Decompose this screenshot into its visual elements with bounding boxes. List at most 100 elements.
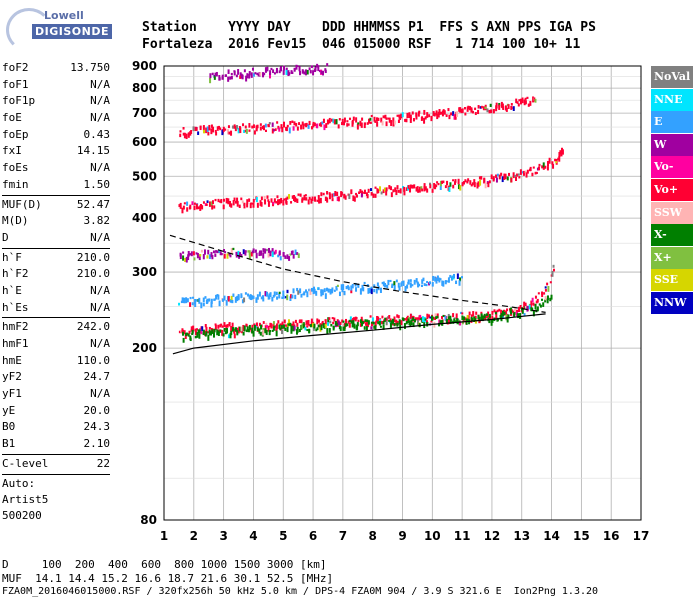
- echo-point: [331, 289, 334, 294]
- echo-point: [213, 298, 216, 301]
- echo-point: [316, 63, 319, 68]
- echo-point: [413, 319, 416, 323]
- echo-point: [360, 322, 363, 327]
- echo-point: [447, 277, 450, 283]
- echo-point: [267, 123, 270, 128]
- echo-point: [260, 324, 263, 328]
- echo-point: [481, 315, 484, 322]
- echo-point: [228, 322, 231, 325]
- echo-point: [441, 110, 444, 117]
- echo-point: [318, 123, 321, 127]
- echo-point: [549, 297, 552, 302]
- echo-point: [525, 172, 528, 178]
- echo-point: [385, 121, 388, 127]
- echo-point: [529, 166, 532, 172]
- echo-point: [353, 317, 356, 321]
- echo-point: [544, 286, 547, 289]
- echo-point: [332, 325, 335, 331]
- echo-point: [279, 327, 282, 331]
- echo-point: [312, 288, 315, 295]
- echo-point: [392, 319, 395, 323]
- echo-point: [498, 103, 501, 107]
- echo-point: [363, 191, 366, 194]
- echo-point: [309, 324, 312, 328]
- echo-point: [340, 284, 343, 290]
- echo-point: [541, 165, 544, 169]
- echo-point: [352, 116, 355, 121]
- echo-point: [466, 106, 469, 112]
- echo-point: [210, 201, 213, 207]
- echo-point: [189, 253, 192, 256]
- echo-point: [296, 287, 299, 292]
- echo-point: [517, 173, 520, 176]
- echo-point: [411, 315, 414, 322]
- echo-point: [552, 264, 555, 268]
- echo-point: [255, 196, 258, 203]
- echo-point: [260, 324, 263, 330]
- echo-point: [538, 163, 541, 167]
- echo-point: [393, 120, 396, 125]
- echo-point: [207, 334, 210, 341]
- echo-point: [377, 117, 380, 122]
- echo-point: [496, 309, 499, 313]
- y-tick-label: 200: [132, 341, 157, 355]
- echo-point: [244, 129, 247, 133]
- echo-point: [512, 172, 515, 179]
- echo-point: [354, 282, 357, 287]
- echo-point: [331, 317, 334, 320]
- echo-point: [296, 252, 299, 255]
- echo-point: [197, 298, 200, 303]
- echo-point: [561, 147, 564, 153]
- echo-point: [322, 322, 325, 328]
- echo-point: [179, 133, 182, 138]
- echo-point: [259, 72, 262, 76]
- echo-point: [398, 319, 401, 325]
- param-row: foF2 13.750: [2, 60, 110, 77]
- echo-point: [477, 314, 480, 320]
- echo-point: [237, 250, 240, 257]
- echo-point: [246, 199, 249, 205]
- echo-point: [559, 150, 562, 154]
- echo-point: [468, 319, 471, 325]
- echo-point: [187, 132, 190, 135]
- echo-point: [361, 321, 364, 325]
- echo-point: [541, 291, 544, 295]
- echo-point: [435, 110, 438, 116]
- echo-point: [253, 323, 256, 326]
- echo-point: [432, 275, 435, 281]
- echo-point: [349, 316, 352, 322]
- echo-point: [206, 126, 209, 133]
- echo-point: [252, 73, 255, 77]
- echo-point: [373, 325, 376, 329]
- echo-point: [193, 202, 196, 205]
- param-row: yE 20.0: [2, 403, 110, 420]
- echo-point: [328, 117, 331, 124]
- echo-point: [280, 124, 283, 129]
- echo-point: [395, 319, 398, 326]
- echo-point: [268, 293, 271, 300]
- echo-point: [236, 125, 239, 130]
- echo-point: [298, 328, 301, 333]
- echo-point: [316, 199, 319, 202]
- echo-point: [359, 189, 362, 194]
- echo-point: [510, 177, 513, 183]
- x-tick-label: 3: [219, 529, 227, 543]
- echo-point: [516, 173, 519, 177]
- echo-point: [409, 117, 412, 123]
- echo-point: [423, 316, 426, 323]
- echo-point: [362, 287, 365, 292]
- echo-point: [379, 319, 382, 326]
- logo-text-lowell: Lowell: [44, 9, 84, 22]
- echo-point: [496, 173, 499, 177]
- echo-point: [245, 324, 248, 327]
- echo-point: [339, 326, 342, 332]
- echo-point: [286, 254, 289, 260]
- echo-point: [547, 286, 550, 292]
- echo-point: [290, 201, 293, 204]
- echo-point: [417, 317, 420, 321]
- echo-point: [360, 316, 363, 323]
- echo-point: [193, 205, 196, 211]
- echo-point: [480, 316, 483, 320]
- echo-point: [327, 119, 330, 124]
- echo-point: [290, 70, 293, 74]
